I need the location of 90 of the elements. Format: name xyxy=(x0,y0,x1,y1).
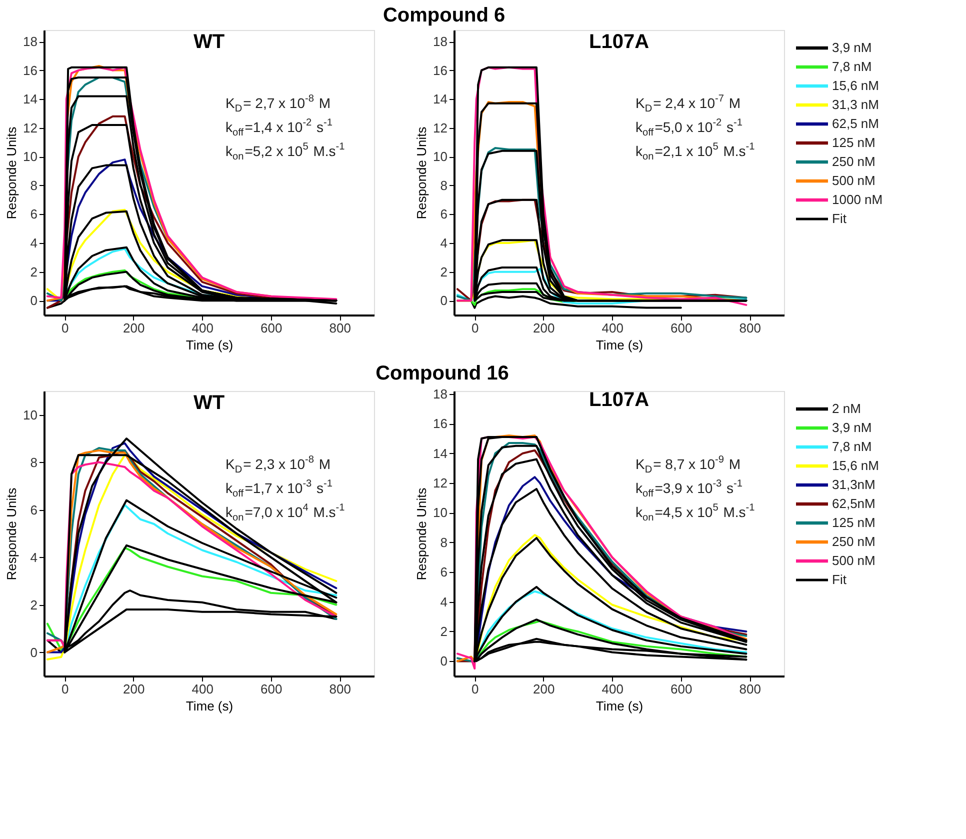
y-tick-label: 12 xyxy=(23,120,38,136)
legend-label: 31,3 nM xyxy=(832,97,879,112)
y-tick-label: 18 xyxy=(433,34,448,50)
x-tick-label: 200 xyxy=(533,320,555,336)
y-tick-label: 16 xyxy=(23,62,38,78)
y-tick-label: 8 xyxy=(30,178,38,193)
legend-label: Fit xyxy=(832,211,847,226)
x-tick-label: 400 xyxy=(602,682,624,696)
y-tick-label: 0 xyxy=(30,644,38,660)
y-tick-label: 6 xyxy=(30,206,38,222)
x-axis-title: Time (s) xyxy=(596,338,644,352)
x-tick-label: 400 xyxy=(192,320,214,336)
y-tick-label: 10 xyxy=(433,149,448,164)
y-tick-label: 10 xyxy=(23,407,38,422)
chart-title: WT xyxy=(193,31,225,53)
x-axis-title: Time (s) xyxy=(186,698,234,714)
y-tick-label: 4 xyxy=(30,236,38,251)
y-tick-label: 16 xyxy=(433,62,448,78)
chart-title: WT xyxy=(193,392,225,414)
legend-label: 125 nM xyxy=(832,515,876,530)
y-tick-label: 14 xyxy=(433,92,448,107)
y-tick-label: 8 xyxy=(440,534,448,550)
x-tick-label: 400 xyxy=(602,320,624,336)
y-tick-label: 12 xyxy=(433,476,448,491)
y-axis-title: Responde Units xyxy=(4,126,20,220)
y-tick-label: 4 xyxy=(440,594,448,610)
legend-label: 7,8 nM xyxy=(832,59,872,74)
y-tick-label: 4 xyxy=(440,236,448,251)
y-tick-label: 6 xyxy=(440,564,448,580)
legend-label: 125 nM xyxy=(832,135,876,150)
y-tick-label: 14 xyxy=(23,92,38,107)
y-axis-title: Responde Units xyxy=(414,126,430,220)
x-axis-title: Time (s) xyxy=(186,338,234,352)
y-tick-label: 18 xyxy=(23,34,38,50)
y-tick-label: 10 xyxy=(23,149,38,164)
x-tick-label: 0 xyxy=(62,682,69,696)
y-axis-title: Responde Units xyxy=(4,487,20,580)
y-tick-label: 0 xyxy=(440,293,448,308)
legend-label: 15,6 nM xyxy=(832,78,879,93)
y-tick-label: 6 xyxy=(440,206,448,222)
text: Compound 16 xyxy=(376,362,509,384)
y-tick-label: 8 xyxy=(30,454,38,470)
chart-title: L107A xyxy=(588,31,650,53)
legend-label: 62,5 nM xyxy=(832,116,879,131)
y-tick-label: 0 xyxy=(440,654,448,669)
x-tick-label: 800 xyxy=(329,682,351,696)
legend-label: 31,3nM xyxy=(832,477,876,492)
legend-label: 3,9 nM xyxy=(832,40,872,55)
y-tick-label: 18 xyxy=(433,386,448,402)
x-tick-label: 200 xyxy=(123,320,145,336)
legend-label: 500 nM xyxy=(832,173,876,188)
x-tick-label: 600 xyxy=(260,682,282,696)
y-tick-label: 8 xyxy=(440,178,448,193)
x-axis-title: Time (s) xyxy=(596,698,644,714)
legend-label: Fit xyxy=(832,572,847,587)
x-tick-label: 400 xyxy=(192,682,214,696)
y-tick-label: 12 xyxy=(433,120,448,136)
y-tick-label: 4 xyxy=(30,550,38,565)
x-tick-label: 0 xyxy=(472,682,479,696)
y-tick-label: 2 xyxy=(440,264,448,280)
y-tick-label: 14 xyxy=(433,446,448,461)
y-tick-label: 2 xyxy=(30,264,38,280)
legend-label: 500 nM xyxy=(832,553,876,568)
y-tick-label: 16 xyxy=(433,416,448,432)
y-tick-label: 6 xyxy=(30,502,38,518)
x-tick-label: 0 xyxy=(62,320,69,336)
legend-label: 1000 nM xyxy=(832,192,883,207)
x-tick-label: 800 xyxy=(739,320,761,336)
x-tick-label: 200 xyxy=(533,682,555,696)
y-tick-label: 2 xyxy=(30,597,38,612)
y-axis-title: Responde Units xyxy=(414,487,430,580)
legend-label: 2 nM xyxy=(832,401,861,416)
y-tick-label: 2 xyxy=(440,624,448,639)
x-tick-label: 200 xyxy=(123,682,145,696)
x-tick-label: 600 xyxy=(670,682,692,696)
y-tick-label: 10 xyxy=(433,505,448,520)
text: Compound 6 xyxy=(382,4,506,26)
legend-label: 250 nM xyxy=(832,534,876,549)
legend-label: 15,6 nM xyxy=(832,458,879,473)
y-tick-label: 0 xyxy=(30,293,38,308)
legend-label: 250 nM xyxy=(832,154,876,169)
x-tick-label: 600 xyxy=(260,320,282,336)
x-tick-label: 800 xyxy=(329,320,351,336)
legend-label: 7,8 nM xyxy=(832,439,872,454)
x-tick-label: 0 xyxy=(472,320,479,336)
x-tick-label: 800 xyxy=(739,682,761,696)
chart-title: L107A xyxy=(588,388,650,411)
legend-label: 62,5nM xyxy=(832,496,876,511)
legend-label: 3,9 nM xyxy=(832,420,872,435)
x-tick-label: 600 xyxy=(670,320,692,336)
